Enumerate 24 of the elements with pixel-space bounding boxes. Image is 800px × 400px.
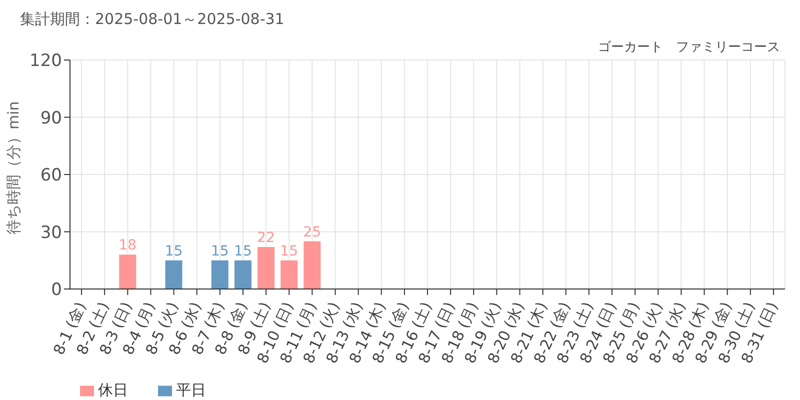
- data-label: 15: [210, 243, 229, 260]
- y-axis-title: 待ち時間（分）min: [4, 101, 22, 234]
- y-tick-label: 120: [30, 51, 62, 72]
- y-tick-label: 90: [40, 108, 62, 128]
- data-label: 15: [280, 243, 298, 260]
- data-label: 15: [164, 243, 183, 260]
- data-label: 18: [118, 238, 137, 254]
- legend-label: 平日: [176, 381, 206, 399]
- data-label: 25: [303, 224, 322, 240]
- bar: [234, 260, 252, 289]
- bar: [258, 247, 275, 289]
- bar: [119, 254, 136, 289]
- bar: [211, 260, 228, 289]
- data-label: 15: [234, 243, 252, 260]
- chart-title: ゴーカート ファミリーコース: [598, 39, 780, 56]
- chart-subtitle: 集計期間：2025-08-01～2025-08-31: [20, 10, 284, 29]
- y-tick-label: 0: [51, 280, 62, 300]
- y-tick-label: 60: [40, 166, 62, 186]
- bar: [280, 260, 298, 289]
- data-label: 22: [257, 230, 275, 246]
- bar: [165, 260, 182, 289]
- legend-label: 休日: [98, 381, 128, 399]
- y-tick-label: 30: [40, 222, 62, 243]
- bar: [304, 241, 321, 289]
